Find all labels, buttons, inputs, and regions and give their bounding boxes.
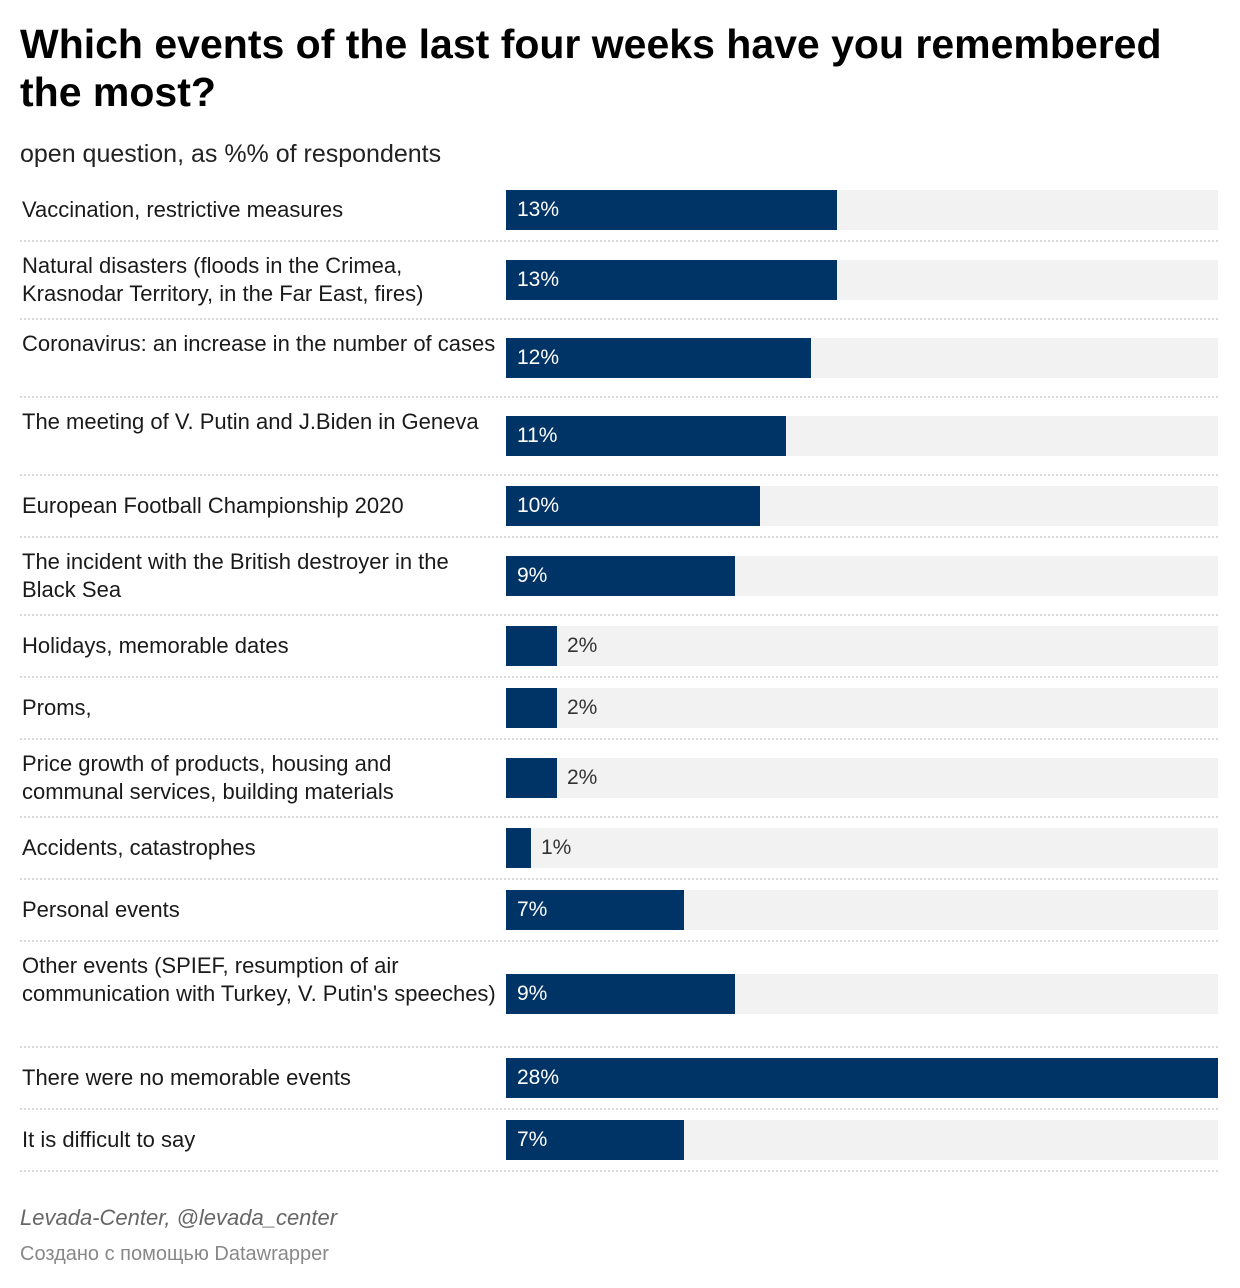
bar-track: 28%	[506, 1058, 1218, 1098]
bar-row: Holidays, memorable dates 2%	[20, 616, 1218, 678]
bar-row: Natural disasters (floods in the Crimea,…	[20, 242, 1218, 320]
category-label: There were no memorable events	[22, 1065, 351, 1090]
bar-track: 9%	[506, 974, 1218, 1014]
bar-row: Other events (SPIEF, resumption of air c…	[20, 942, 1218, 1048]
category-label: Holidays, memorable dates	[22, 633, 289, 658]
chart-subtitle: open question, as %% of respondents	[20, 140, 442, 168]
bar-row: There were no memorable events 28%	[20, 1048, 1218, 1110]
bar	[506, 190, 837, 230]
bar	[506, 1058, 1218, 1098]
category-label: Vaccination, restrictive measures	[22, 197, 344, 222]
bar-track: 12%	[506, 338, 1218, 378]
chart-title: Which events of the last four weeks have…	[20, 21, 1162, 115]
bar-row: The incident with the British destroyer …	[20, 538, 1218, 616]
bar-row: Proms, 2%	[20, 678, 1218, 740]
bar-row: Coronavirus: an increase in the number o…	[20, 320, 1218, 398]
category-label: The meeting of V. Putin and J.Biden in G…	[22, 409, 479, 434]
bar	[506, 626, 557, 666]
datawrapper-credit[interactable]: Создано с помощью Datawrapper	[20, 1243, 329, 1265]
bar	[506, 1120, 684, 1160]
category-label: The incident with the British destroyer …	[22, 549, 449, 602]
bar-track: 7%	[506, 1120, 1218, 1160]
category-label: Coronavirus: an increase in the number o…	[22, 331, 496, 356]
bar-track: 11%	[506, 416, 1218, 456]
bar	[506, 974, 735, 1014]
value-label: 9%	[517, 982, 548, 1005]
value-label: 13%	[517, 198, 560, 221]
bar-row: Vaccination, restrictive measures 13%	[20, 180, 1218, 242]
bar-row: The meeting of V. Putin and J.Biden in G…	[20, 398, 1218, 476]
value-label: 7%	[517, 1128, 548, 1151]
bar-row: European Football Championship 2020 10%	[20, 476, 1218, 538]
bar-track: 2%	[506, 758, 1218, 798]
bar-track: 2%	[506, 626, 1218, 666]
bar-row: Price growth of products, housing and co…	[20, 740, 1218, 818]
bar	[506, 758, 557, 798]
bar-track: 2%	[506, 688, 1218, 728]
category-label: Accidents, catastrophes	[22, 835, 256, 860]
bar-row: Accidents, catastrophes 1%	[20, 818, 1218, 880]
bar	[506, 556, 735, 596]
bar	[506, 486, 760, 526]
bar	[506, 416, 786, 456]
bar-track: 1%	[506, 828, 1218, 868]
value-label: 2%	[567, 634, 598, 657]
bar-track: 13%	[506, 190, 1218, 230]
bar-row: It is difficult to say 7%	[20, 1110, 1218, 1172]
value-label: 28%	[517, 1066, 560, 1089]
value-label: 2%	[567, 696, 598, 719]
value-label: 9%	[517, 564, 548, 587]
category-label: Proms,	[22, 695, 92, 720]
bar	[506, 260, 837, 300]
value-label: 1%	[541, 836, 572, 859]
bar-track: 13%	[506, 260, 1218, 300]
value-label: 7%	[517, 898, 548, 921]
bar-track: 9%	[506, 556, 1218, 596]
value-label: 13%	[517, 268, 560, 291]
bar-track: 10%	[506, 486, 1218, 526]
value-label: 2%	[567, 766, 598, 789]
category-label: Price growth of products, housing and co…	[22, 751, 394, 804]
bar	[506, 338, 811, 378]
value-label: 10%	[517, 494, 560, 517]
bar-chart: Vaccination, restrictive measures 13% Natu…	[20, 180, 1218, 1172]
bar	[506, 828, 531, 868]
value-label: 11%	[517, 424, 558, 447]
bar-row: Personal events 7%	[20, 880, 1218, 942]
source-note: Levada-Center, @levada_center	[20, 1205, 338, 1230]
bar-track: 7%	[506, 890, 1218, 930]
category-label: Personal events	[22, 897, 180, 922]
category-label: Natural disasters (floods in the Crimea,…	[22, 253, 424, 306]
bar	[506, 688, 557, 728]
bar	[506, 890, 684, 930]
category-label: Other events (SPIEF, resumption of air c…	[22, 953, 496, 1006]
category-label: It is difficult to say	[22, 1127, 196, 1152]
value-label: 12%	[517, 346, 560, 369]
category-label: European Football Championship 2020	[22, 493, 404, 518]
